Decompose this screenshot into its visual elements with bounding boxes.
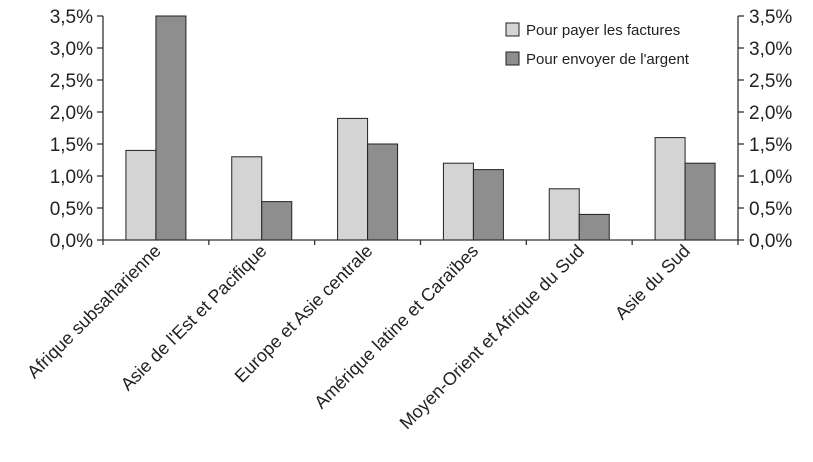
bar-send-money-3 <box>472 169 504 241</box>
bar-bills-1 <box>231 156 263 241</box>
right-tick-label: 2,5% <box>749 71 792 92</box>
left-tick-label: 0,5% <box>50 199 93 220</box>
right-tick-label: 1,0% <box>749 167 792 188</box>
left-tick-label: 1,5% <box>50 135 93 156</box>
legend-label-bills: Pour payer les factures <box>526 22 680 39</box>
right-tick-label: 3,5% <box>749 7 792 28</box>
legend: Pour payer les factures Pour envoyer de … <box>505 22 690 68</box>
right-tick-label: 0,5% <box>749 199 792 220</box>
bar-bills-5 <box>654 137 686 241</box>
right-tick-label: 1,5% <box>749 135 792 156</box>
ticks-group: 0,0% 0,0% 0,5% 0,5% 1,0% 1,0% 1,5% 1,5% 2,0% 2,0%… <box>50 7 793 252</box>
bar-send-money-2 <box>367 143 399 241</box>
bar-send-money-1 <box>261 201 293 241</box>
bar-bills-3 <box>442 162 474 241</box>
category-label: Asie du Sud <box>611 241 694 324</box>
bar-send-money-4 <box>578 213 610 241</box>
bar-bills-4 <box>548 188 580 241</box>
bar-send-money-0 <box>155 15 187 241</box>
bar-bills-2 <box>337 117 369 241</box>
right-tick-label: 0,0% <box>749 231 792 252</box>
legend-swatch-bills <box>505 22 520 37</box>
legend-swatch-send-money <box>505 51 520 66</box>
bar-send-money-5 <box>684 162 716 241</box>
left-tick-label: 3,0% <box>50 39 93 60</box>
bars-group <box>125 15 716 241</box>
right-tick-label: 3,0% <box>749 39 792 60</box>
left-tick-label: 3,5% <box>50 7 93 28</box>
bar-bills-0 <box>125 149 157 241</box>
left-tick-label: 1,0% <box>50 167 93 188</box>
left-tick-label: 0,0% <box>50 231 93 252</box>
left-tick-label: 2,0% <box>50 103 93 124</box>
category-label: Moyen-Orient et Afrique du Sud <box>396 241 588 433</box>
right-tick-label: 2,0% <box>749 103 792 124</box>
legend-label-send-money: Pour envoyer de l'argent <box>526 51 690 68</box>
left-tick-label: 2,5% <box>50 71 93 92</box>
